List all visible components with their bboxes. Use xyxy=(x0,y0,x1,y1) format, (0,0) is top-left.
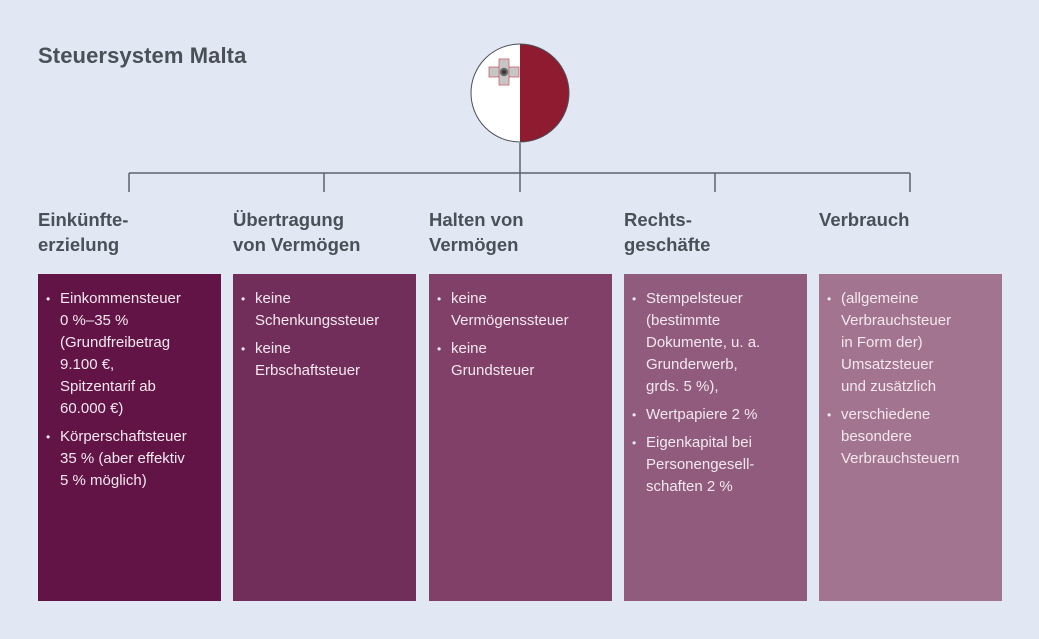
column-heading-halten: Halten von Vermögen xyxy=(429,209,524,255)
list-item: keine Erbschaftsteuer xyxy=(241,338,404,382)
list-item: keine Grundsteuer xyxy=(437,338,600,382)
list-item: keine Schenkungssteuer xyxy=(241,288,404,332)
column-box-verbrauch: (allgemeine Verbrauchsteuer in Form der)… xyxy=(819,274,1002,601)
list-item: (allgemeine Verbrauchsteuer in Form der)… xyxy=(827,288,990,398)
list-item: keine Vermögenssteuer xyxy=(437,288,600,332)
column-box-halten: keine Vermögenssteuer keine Grundsteuer xyxy=(429,274,612,601)
list-item: verschiedene besondere Verbrauchsteuern xyxy=(827,404,990,470)
list-item: Stempelsteuer (bestimmte Dokumente, u. a… xyxy=(632,288,795,398)
list-item: Körperschaftsteuer 35 % (aber effektiv 5… xyxy=(46,426,209,492)
diagram-title: Steuersystem Malta xyxy=(38,43,247,68)
list-item: Einkommensteuer 0 %–35 % (Grundfreibetra… xyxy=(46,288,209,420)
george-cross-icon xyxy=(488,58,520,86)
column-box-rechtsgeschaefte: Stempelsteuer (bestimmte Dokumente, u. a… xyxy=(624,274,807,601)
column-heading-verbrauch: Verbrauch xyxy=(819,209,910,230)
column-box-einkuenfteerzielung: Einkommensteuer 0 %–35 % (Grundfreibetra… xyxy=(38,274,221,601)
list-item: Wertpapiere 2 % xyxy=(632,404,795,426)
column-heading-einkuenfteerzielung: Einkünfte- erzielung xyxy=(38,209,129,255)
list-item: Eigenkapital bei Personengesell- schafte… xyxy=(632,432,795,498)
malta-flag-icon xyxy=(470,43,570,143)
column-heading-uebertragung: Übertragung von Vermögen xyxy=(233,209,361,255)
column-heading-rechtsgeschaefte: Rechts- geschäfte xyxy=(624,209,711,255)
column-box-uebertragung: keine Schenkungssteuer keine Erbschaftst… xyxy=(233,274,416,601)
